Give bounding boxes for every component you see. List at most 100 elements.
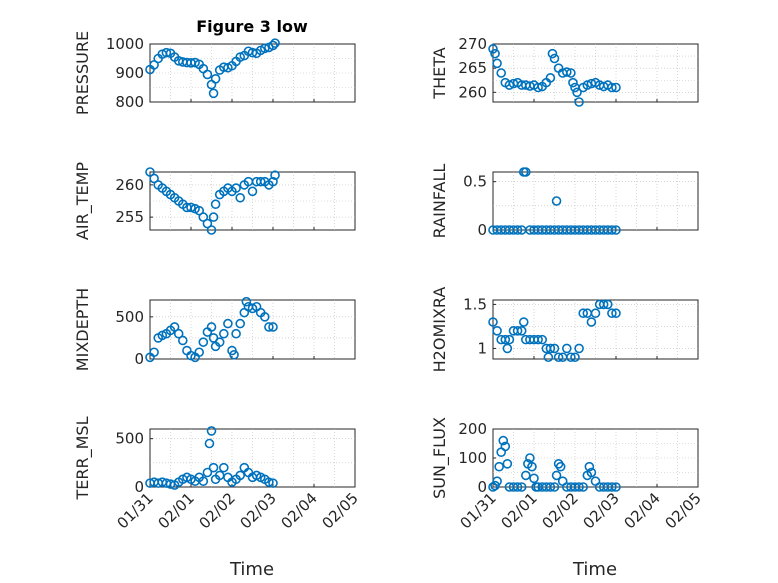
data-point-terr_msl <box>264 477 274 487</box>
data-point-sun_flux <box>498 435 509 446</box>
subplot-sun_flux: 010020001/3102/0102/0202/0302/0402/05SUN… <box>430 417 705 532</box>
data-point-h2omixra <box>611 308 621 319</box>
data-point-pressure <box>202 69 213 80</box>
data-point-h2omixra <box>492 326 502 336</box>
data-point-sun_flux <box>492 476 502 487</box>
data-point-mixdepth <box>268 322 278 332</box>
subplot-h2omixra: 1 1.5 H2OMIXRA <box>430 287 699 373</box>
right-x-axis-label: Time <box>572 559 617 580</box>
data-point-h2omixra <box>578 308 589 319</box>
x-tick-label: 02/02 <box>196 489 239 532</box>
data-point-sun_flux <box>512 482 523 492</box>
data-point-terr_msl <box>206 426 217 436</box>
y-tick-label: 1000 <box>106 35 144 53</box>
y-tick-label: 255 <box>115 208 144 226</box>
data-point-sun_flux <box>555 461 566 472</box>
data-point-mixdepth <box>264 322 274 332</box>
data-point-terr_msl <box>219 462 229 473</box>
data-point-sun_flux <box>584 461 595 472</box>
subplot-theta: 260 265 270 THETA <box>430 35 699 107</box>
subplot-pressure: 800 900 1000 PRESSURE <box>73 31 356 115</box>
y-tick-label: 260 <box>458 83 487 101</box>
y-tick-label: 200 <box>458 420 487 438</box>
data-point-sun_flux <box>545 482 556 492</box>
data-point-air_temp <box>208 212 219 222</box>
data-point-h2omixra <box>553 352 564 363</box>
data-point-sun_flux <box>525 453 535 463</box>
y-tick-label: 0 <box>477 478 487 496</box>
data-point-sun_flux <box>607 482 617 492</box>
data-point-sun_flux <box>549 482 560 492</box>
data-point-h2omixra <box>549 343 560 354</box>
subplot-mixdepth: 0 500 MIXDEPTH <box>73 288 356 371</box>
data-point-air_temp <box>186 202 196 213</box>
data-point-mixdepth <box>206 322 217 332</box>
y-tick-label: 500 <box>115 430 144 448</box>
data-point-theta <box>572 87 582 98</box>
data-point-h2omixra <box>607 308 617 319</box>
y-axis-label-mixdepth: MIXDEPTH <box>73 288 92 371</box>
data-point-h2omixra <box>516 326 527 336</box>
data-point-rainfall <box>607 225 617 235</box>
data-point-h2omixra <box>533 334 543 345</box>
data-point-h2omixra <box>488 317 498 327</box>
data-point-pressure <box>235 52 245 62</box>
data-point-theta <box>574 97 584 107</box>
data-point-mixdepth <box>229 349 239 360</box>
data-point-air_temp <box>210 199 221 210</box>
data-point-mixdepth <box>231 328 241 339</box>
data-point-terr_msl <box>268 478 278 488</box>
data-point-theta <box>611 82 621 93</box>
data-point-sun_flux <box>527 461 537 472</box>
data-point-rainfall <box>520 167 531 177</box>
data-point-h2omixra <box>590 308 601 319</box>
data-point-terr_msl <box>202 467 213 478</box>
data-point-mixdepth <box>223 318 233 329</box>
y-axis-label-theta: THETA <box>430 47 449 99</box>
data-point-mixdepth <box>241 296 252 307</box>
data-point-theta <box>568 77 578 88</box>
x-tick-label: 02/05 <box>662 489 705 532</box>
y-tick-label: 0.5 <box>463 173 487 191</box>
data-point-mixdepth <box>259 312 270 322</box>
data-point-theta <box>504 80 515 90</box>
data-point-h2omixra <box>561 343 572 354</box>
x-tick-label: 02/03 <box>580 489 623 532</box>
y-tick-label: 1.5 <box>463 295 487 313</box>
data-point-terr_msl <box>235 470 245 481</box>
figure-title: Figure 3 low <box>196 17 308 36</box>
y-tick-label: 1 <box>477 339 487 357</box>
y-axis-label-pressure: PRESSURE <box>73 31 92 115</box>
data-point-sun_flux <box>611 482 621 492</box>
data-point-air_temp <box>255 176 266 187</box>
y-tick-label: 100 <box>458 449 487 467</box>
data-point-mixdepth <box>198 337 209 347</box>
data-point-h2omixra <box>512 326 523 336</box>
data-point-sun_flux <box>574 482 584 492</box>
data-point-pressure <box>268 40 278 51</box>
x-tick-label: 02/02 <box>539 489 582 532</box>
subplot-air_temp: 255 260 AIR_TEMP <box>73 162 356 240</box>
y-axis-label-h2omixra: H2OMIXRA <box>430 287 449 373</box>
data-point-mixdepth <box>169 322 180 332</box>
x-tick-label: 02/03 <box>237 489 280 532</box>
x-tick-label: 02/01 <box>498 489 541 532</box>
data-point-rainfall <box>512 225 523 235</box>
x-tick-label: 02/04 <box>278 489 321 532</box>
y-tick-label: 0 <box>477 221 487 239</box>
data-point-air_temp <box>270 170 280 181</box>
data-point-pressure <box>208 88 219 99</box>
data-point-terr_msl <box>204 438 215 449</box>
data-point-h2omixra <box>502 343 513 354</box>
x-tick-label: 02/05 <box>319 489 362 532</box>
data-point-sun_flux <box>551 470 562 481</box>
y-tick-label: 0 <box>134 350 144 368</box>
data-point-terr_msl <box>198 476 209 487</box>
data-point-rainfall <box>551 196 562 206</box>
data-point-sun_flux <box>578 482 589 492</box>
data-point-theta <box>566 68 576 78</box>
y-axis-label-sun_flux: SUN_FLUX <box>430 417 450 499</box>
data-point-h2omixra <box>500 334 511 345</box>
